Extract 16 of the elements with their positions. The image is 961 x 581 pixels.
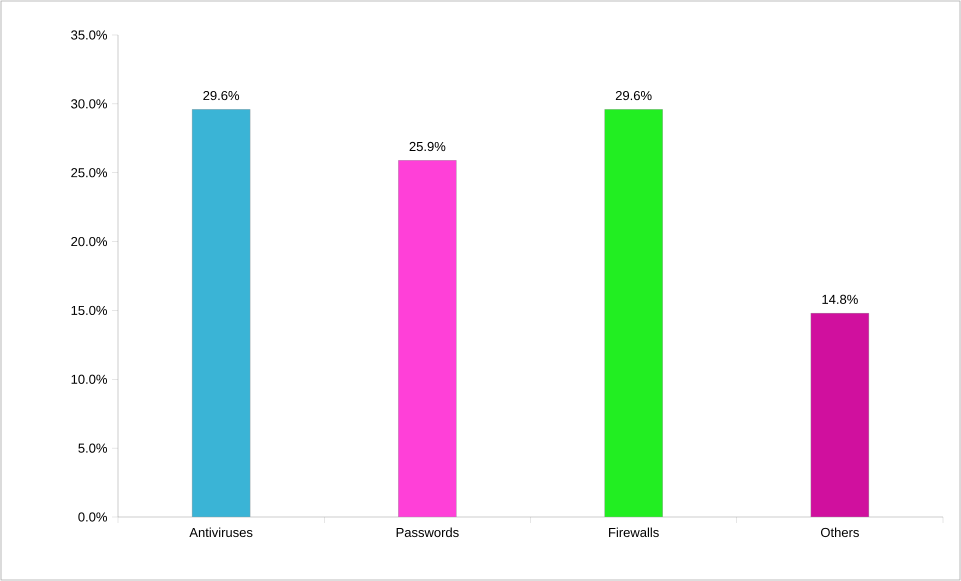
y-tick-label: 35.0% xyxy=(71,30,107,40)
y-tick-label: 0.0% xyxy=(78,512,107,522)
y-tick-label: 25.0% xyxy=(71,168,107,178)
data-label: 29.6% xyxy=(616,90,652,100)
y-tick-label: 15.0% xyxy=(72,306,107,316)
x-tick-label: Passwords xyxy=(396,528,459,538)
y-tick-label: 10.0% xyxy=(72,374,107,384)
x-tick-label: Firewalls xyxy=(609,528,659,538)
y-tick-label: 20.0% xyxy=(71,236,107,246)
x-tick-label: Antiviruses xyxy=(189,528,252,538)
y-tick-label: 5.0% xyxy=(78,444,107,453)
data-label: 29.6% xyxy=(203,90,240,100)
data-label: 25.9% xyxy=(410,142,446,152)
x-tick-label: Others xyxy=(820,528,859,538)
y-tick-label: 30.0% xyxy=(71,99,107,108)
data-label: 14.8% xyxy=(822,294,858,304)
